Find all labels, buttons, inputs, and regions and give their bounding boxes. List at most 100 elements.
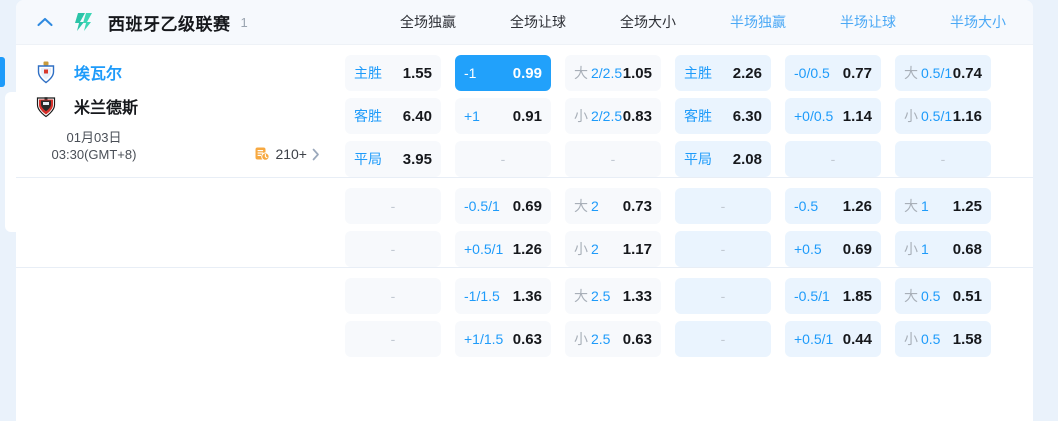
odds-column: -- [338,188,448,267]
odds-cell[interactable]: 平局 3.95 [345,141,441,177]
odds-cell[interactable]: +0.5/1 0.44 [785,321,881,357]
away-team-row[interactable]: 米兰德斯 [34,89,338,123]
odds-cell-label: 大 [574,198,588,214]
odds-cell-line: 2.5 [591,331,611,347]
odds-cell[interactable]: 小 0.5/1 1.16 [895,98,991,134]
odds-cell-value: 0.63 [622,330,652,348]
odds-cell-line: 2 [591,198,599,214]
odds-dash: - [610,151,616,167]
odds-grid-primary: 主胜 1.55 客胜 6.40 平局 3.95 -1 0.99 +1 0.91- 大 2/2.5 1.0… [338,45,998,177]
odds-cell-label: 小 [904,331,918,347]
odds-cell-label: 小 [904,108,918,124]
column-header-full-1x2[interactable]: 全场独赢 [400,14,456,30]
odds-cell-label: +0.5/1 [464,241,504,257]
odds-cell[interactable]: 客胜 6.30 [675,98,771,134]
odds-cell-value: 0.83 [622,107,652,125]
odds-cell[interactable]: 大 0.5/1 0.74 [895,55,991,91]
odds-cell[interactable]: 小 2 1.17 [565,231,661,267]
odds-cell-empty: - [345,321,441,357]
odds-cell-line: 1 [921,241,929,257]
match-meta: 01月03日 03:30(GMT+8) [34,129,338,163]
odds-cell-label: 主胜 [354,65,382,81]
odds-cell[interactable]: 大 0.5 0.51 [895,278,991,314]
odds-cell[interactable]: 小 0.5 1.58 [895,321,991,357]
odds-dash: - [390,198,396,214]
stats-clock-icon [254,146,271,162]
odds-cell[interactable]: 小 2/2.5 0.83 [565,98,661,134]
odds-cell[interactable]: -1 0.99 [455,55,551,91]
odds-cell-label: +1/1.5 [464,331,504,347]
odds-cell-value: 1.25 [952,197,982,215]
odds-column: 大 2/2.5 1.05 小 2/2.5 0.83 - [558,55,668,177]
odds-cell[interactable]: -0.5 1.26 [785,188,881,224]
odds-cell[interactable]: 主胜 2.26 [675,55,771,91]
odds-cell-empty: - [565,141,661,177]
odds-cell[interactable]: -0.5/1 1.85 [785,278,881,314]
odds-cell-label: 平局 [354,151,382,167]
column-header-full-overunder[interactable]: 全场大小 [620,14,676,30]
odds-cell-label: -0.5 [794,198,819,214]
odds-cell[interactable]: -0/0.5 0.77 [785,55,881,91]
odds-cell[interactable]: -0.5/1 0.69 [455,188,551,224]
league-header: 西班牙乙级联赛 1 全场独赢 全场让球 全场大小 半场独赢 半场让球 半场大小 [16,0,1033,45]
odds-column: -0/0.5 0.77 +0/0.5 1.14 - [778,55,888,177]
odds-cell[interactable]: 大 2.5 1.33 [565,278,661,314]
odds-dash: - [390,241,396,257]
odds-cell[interactable]: -1/1.5 1.36 [455,278,551,314]
home-team-row[interactable]: 埃瓦尔 [34,55,338,89]
odds-dash: - [720,241,726,257]
league-name[interactable]: 西班牙乙级联赛 [108,14,231,34]
odds-cell[interactable]: 小 1 0.68 [895,231,991,267]
chevron-up-icon[interactable] [34,11,56,33]
odds-cell-value: 1.36 [512,287,542,305]
odds-cell-label: 大 [904,65,918,81]
odds-cell-value: 0.44 [842,330,872,348]
odds-cell-label: 小 [574,331,588,347]
odds-cell-line: 2/2.5 [591,65,623,81]
odds-cell-label: -1/1.5 [464,288,500,304]
odds-cell[interactable]: +0/0.5 1.14 [785,98,881,134]
odds-cell[interactable]: 主胜 1.55 [345,55,441,91]
odds-cell[interactable]: +1 0.91 [455,98,551,134]
column-header-half-handicap[interactable]: 半场让球 [840,14,896,30]
odds-cell-empty: - [895,141,991,177]
odds-cell-value: 0.69 [842,240,872,258]
column-header-half-overunder[interactable]: 半场大小 [950,14,1006,30]
odds-cell-value: 0.63 [512,330,542,348]
active-tab-marker[interactable] [0,57,5,87]
odds-cell-line: 0.5 [921,288,941,304]
chevron-right-icon [312,148,320,161]
more-markets-badge[interactable]: 210+ [254,146,320,162]
odds-cell-value: 1.85 [842,287,872,305]
odds-cell[interactable]: +1/1.5 0.63 [455,321,551,357]
odds-cell-value: 3.95 [402,150,432,168]
odds-cell-empty: - [675,231,771,267]
odds-cell[interactable]: 大 1 1.25 [895,188,991,224]
odds-cell[interactable]: +0.5 0.69 [785,231,881,267]
odds-column: 大 2.5 1.33 小 2.5 0.63 [558,278,668,357]
odds-cell[interactable]: 大 2/2.5 1.05 [565,55,661,91]
odds-cell[interactable]: 大 2 0.73 [565,188,661,224]
odds-cell-line: 2 [591,241,599,257]
odds-cell[interactable]: 小 2.5 0.63 [565,321,661,357]
odds-cell[interactable]: 客胜 6.40 [345,98,441,134]
odds-cell-value: 1.58 [952,330,982,348]
odds-dash: - [940,151,946,167]
left-rail [0,0,16,421]
odds-cell-value: 2.08 [732,150,762,168]
league-card: 西班牙乙级联赛 1 全场独赢 全场让球 全场大小 半场独赢 半场让球 半场大小 [16,0,1033,421]
match-block-primary: 埃瓦尔 米兰德斯 [16,45,1033,178]
odds-cell-value: 0.73 [622,197,652,215]
column-header-full-handicap[interactable]: 全场让球 [510,14,566,30]
odds-cell-value: 0.91 [512,107,542,125]
column-header-half-1x2[interactable]: 半场独赢 [730,14,786,30]
odds-cell-empty: - [345,231,441,267]
odds-cell-line: 1 [921,198,929,214]
odds-cell-label: +0/0.5 [794,108,834,124]
odds-cell[interactable]: +0.5/1 1.26 [455,231,551,267]
odds-cell-label: 大 [904,198,918,214]
odds-cell-line: 0.5/1 [921,108,953,124]
odds-cell[interactable]: 平局 2.08 [675,141,771,177]
odds-column: -0.5 1.26 +0.5 0.69 [778,188,888,267]
